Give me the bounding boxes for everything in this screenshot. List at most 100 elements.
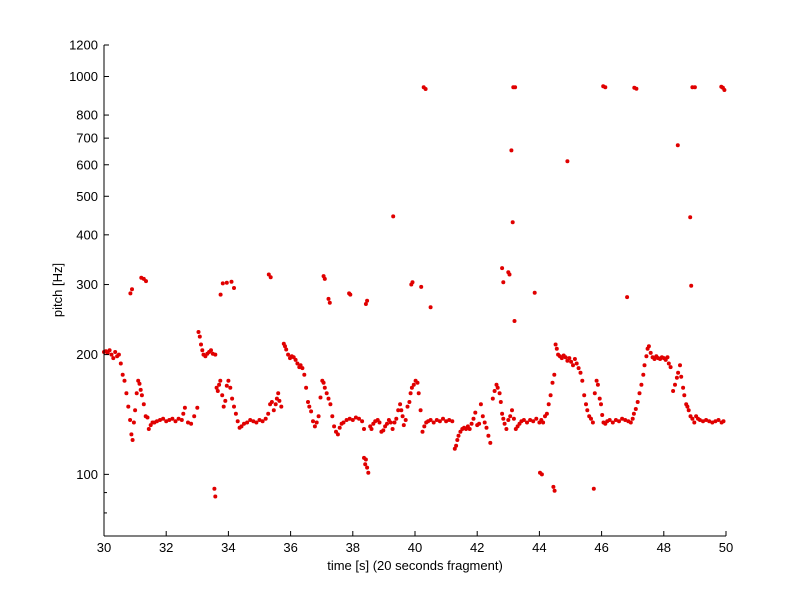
data-point xyxy=(286,352,291,357)
data-point xyxy=(248,418,253,422)
data-point xyxy=(409,385,414,390)
data-point xyxy=(531,419,536,424)
data-point xyxy=(506,418,511,422)
data-point xyxy=(501,280,506,285)
data-point xyxy=(137,381,142,386)
data-point xyxy=(497,391,502,396)
y-tick-label: 700 xyxy=(76,131,98,146)
data-point xyxy=(307,404,312,409)
data-point xyxy=(362,427,366,431)
x-tick-label: 34 xyxy=(221,540,235,555)
data-point xyxy=(324,391,329,396)
data-point xyxy=(552,372,557,377)
data-point xyxy=(167,418,172,422)
data-point xyxy=(502,421,507,426)
data-point xyxy=(366,470,371,475)
data-point xyxy=(639,382,644,387)
data-point xyxy=(230,396,235,401)
x-tick-label: 30 xyxy=(97,540,111,555)
data-point xyxy=(263,416,268,421)
data-point xyxy=(569,359,574,364)
data-point xyxy=(347,416,352,421)
data-point xyxy=(284,347,289,352)
data-point xyxy=(467,427,472,431)
data-point xyxy=(641,372,646,377)
data-point xyxy=(595,382,600,387)
data-point xyxy=(326,296,331,301)
data-point xyxy=(224,383,229,388)
data-point xyxy=(405,404,410,409)
data-point xyxy=(578,370,583,375)
data-point xyxy=(576,366,581,371)
data-point xyxy=(365,465,370,470)
data-point xyxy=(245,420,250,425)
data-point xyxy=(716,418,721,422)
data-point xyxy=(668,365,673,370)
data-point xyxy=(113,350,118,354)
data-point xyxy=(360,419,365,424)
data-point xyxy=(365,298,370,303)
data-point xyxy=(128,291,133,296)
data-point xyxy=(455,438,460,442)
data-point xyxy=(634,86,639,91)
data-point xyxy=(229,279,234,284)
data-point xyxy=(419,284,424,289)
x-tick-label: 42 xyxy=(470,540,484,555)
data-point xyxy=(628,420,633,425)
data-point xyxy=(678,363,682,368)
data-point xyxy=(676,370,681,375)
data-point xyxy=(469,421,474,426)
data-point xyxy=(221,404,226,409)
x-tick-label: 36 xyxy=(283,540,297,555)
data-point xyxy=(635,400,640,404)
data-point xyxy=(394,416,399,421)
y-tick-label: 600 xyxy=(76,157,98,172)
data-point xyxy=(509,148,514,153)
data-point xyxy=(692,420,697,425)
x-tick-label: 48 xyxy=(657,540,671,555)
y-tick-label: 800 xyxy=(76,108,98,123)
data-point xyxy=(637,391,642,396)
data-point xyxy=(415,380,420,385)
data-point xyxy=(337,425,342,430)
data-point xyxy=(133,408,138,413)
data-point xyxy=(353,415,358,420)
data-point xyxy=(154,419,159,424)
data-point xyxy=(348,292,353,297)
data-point xyxy=(494,382,499,387)
x-tick-label: 32 xyxy=(159,540,173,555)
data-point xyxy=(532,290,537,295)
data-point xyxy=(400,414,405,419)
data-point xyxy=(510,408,514,413)
data-point xyxy=(551,484,556,489)
data-point xyxy=(228,385,233,390)
data-point xyxy=(268,275,273,280)
data-point xyxy=(326,396,331,401)
x-tick-label: 40 xyxy=(408,540,422,555)
data-point xyxy=(357,416,361,421)
data-point xyxy=(690,416,695,421)
data-point xyxy=(675,143,680,148)
data-point xyxy=(218,378,223,383)
data-point xyxy=(431,420,436,425)
y-tick-label: 1200 xyxy=(69,38,98,53)
data-point xyxy=(574,361,579,366)
data-point xyxy=(318,395,323,400)
data-point xyxy=(420,429,425,434)
y-tick-label: 200 xyxy=(76,347,98,362)
data-point xyxy=(131,420,136,425)
data-point xyxy=(633,407,638,411)
data-point xyxy=(107,348,112,353)
data-point xyxy=(671,389,676,393)
data-point xyxy=(126,404,131,409)
data-point xyxy=(565,159,570,164)
data-point xyxy=(546,402,551,407)
data-point xyxy=(548,393,553,398)
data-point xyxy=(642,363,647,368)
data-point xyxy=(416,391,421,396)
x-tick-label: 50 xyxy=(719,540,733,555)
y-tick-label: 300 xyxy=(76,277,98,292)
data-point xyxy=(273,402,278,407)
data-point xyxy=(399,408,404,413)
